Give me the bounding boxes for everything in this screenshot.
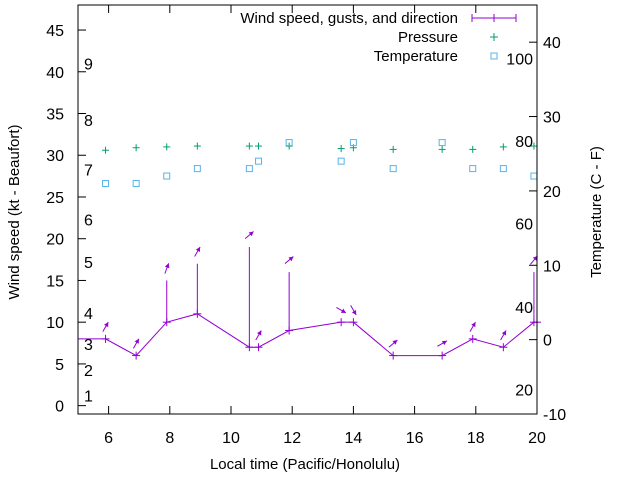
x-tick-label: 8 (165, 430, 174, 447)
wind-direction-arrowhead (340, 308, 346, 313)
temperature-point (245, 165, 253, 173)
temperature-point (163, 172, 171, 180)
x-tick-label: 18 (467, 430, 485, 447)
wind-direction-arrowhead (532, 255, 538, 261)
y-tick-label: 15 (46, 273, 64, 290)
y-tick-label: 20 (46, 232, 64, 249)
wind-direction-arrowhead (248, 231, 254, 237)
temperature-point (349, 139, 357, 147)
y-tick-label: 10 (46, 315, 64, 332)
fahrenheit-label: 40 (515, 300, 533, 317)
beaufort-label: 9 (84, 56, 93, 73)
legend-label-wind: Wind speed, gusts, and direction (240, 10, 458, 27)
beaufort-label: 1 (84, 389, 93, 406)
fahrenheit-label: 100 (506, 52, 533, 69)
beaufort-label: 8 (84, 113, 93, 130)
legend-swatch-temperature (490, 52, 498, 60)
temperature-point (193, 165, 201, 173)
wind-direction-arrowhead (257, 330, 262, 336)
y2-tick-label: 40 (543, 35, 561, 52)
temperature-point (337, 157, 345, 165)
y-tick-label: 5 (55, 357, 64, 374)
wind-direction-arrowhead (351, 309, 357, 315)
temperature-point (438, 139, 446, 147)
wind-direction-arrowhead (471, 322, 476, 328)
temperature-point (102, 179, 110, 187)
y2-tick-label: 0 (543, 333, 552, 350)
beaufort-label: 4 (84, 306, 93, 323)
temperature-point (389, 165, 397, 173)
temperature-point (285, 139, 293, 147)
y-tick-label: 40 (46, 65, 64, 82)
y-tick-label: 30 (46, 148, 64, 165)
temperature-point (469, 165, 477, 173)
x-tick-label: 20 (528, 430, 546, 447)
legend: Wind speed, gusts, and direction Pressur… (240, 10, 517, 65)
tick-labels-layer: 6 8 10 12 14 16 18 20051015202530354045-1001020… (46, 23, 566, 447)
wind-direction-arrowhead (288, 256, 294, 262)
temperature-point (499, 165, 507, 173)
y-axis-title: Wind speed (kt - Beaufort) (6, 124, 23, 299)
x-tick-label: 12 (283, 430, 301, 447)
temperature-point (255, 157, 263, 165)
y2-tick-label: 20 (543, 184, 561, 201)
temperature-point (132, 179, 140, 187)
y-tick-label: 35 (46, 107, 64, 124)
wind-direction-arrowhead (392, 340, 398, 345)
wind-direction-arrowhead (134, 338, 139, 344)
y-tick-label: 45 (46, 23, 64, 40)
wind-speed-line (78, 313, 537, 357)
fahrenheit-label: 20 (515, 382, 533, 399)
wind-direction-arrowhead (164, 263, 170, 269)
beaufort-label: 3 (84, 337, 93, 354)
beaufort-label: 7 (84, 162, 93, 179)
x-tick-label: 14 (345, 430, 363, 447)
beaufort-label: 2 (84, 363, 93, 380)
wind-direction-arrowhead (441, 340, 447, 346)
y-tick-label: 25 (46, 190, 64, 207)
fahrenheit-label: 80 (515, 134, 533, 151)
wind-direction-arrowhead (501, 330, 507, 336)
y-tick-label: 0 (55, 399, 64, 416)
legend-label-temperature: Temperature (374, 48, 458, 65)
x-axis-title: Local time (Pacific/Honolulu) (210, 456, 400, 473)
x-tick-label: 16 (406, 430, 424, 447)
plot-frame (77, 4, 538, 415)
wind-direction-arrowhead (195, 246, 201, 252)
legend-label-pressure: Pressure (398, 29, 458, 46)
y2-tick-label: 10 (543, 258, 561, 275)
y2-axis-title: Temperature (C - F) (588, 146, 605, 278)
fahrenheit-label: 60 (515, 217, 533, 234)
wind-direction-arrowhead (104, 322, 109, 328)
x-tick-label: 6 (104, 430, 113, 447)
beaufort-label: 5 (84, 255, 93, 272)
y2-tick-label: 30 (543, 110, 561, 127)
x-tick-label: 10 (222, 430, 240, 447)
y2-tick-label: -10 (543, 407, 566, 424)
plot-data-layer (78, 139, 541, 360)
beaufort-label: 6 (84, 213, 93, 230)
